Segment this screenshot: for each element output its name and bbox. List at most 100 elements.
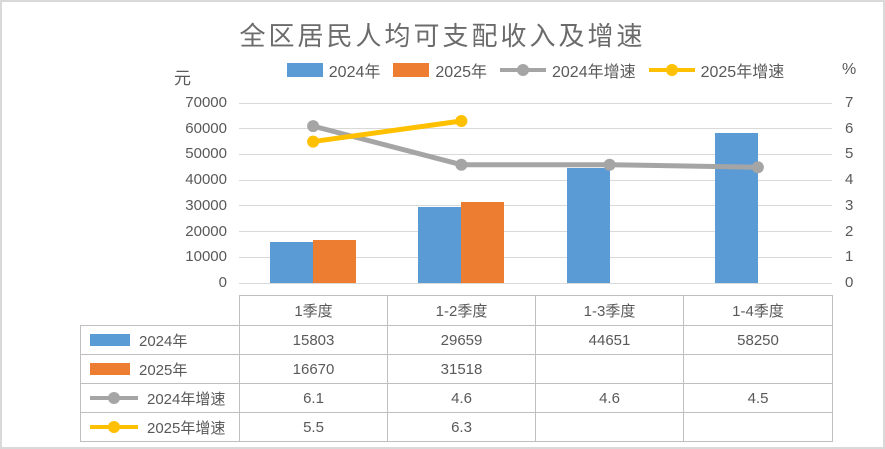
left-axis-tick: 40000	[185, 171, 227, 189]
left-axis-tick: 30000	[185, 196, 227, 214]
line-marker	[455, 115, 468, 127]
table-row-label: 2025年	[80, 354, 240, 384]
table-cell: 4.5	[683, 383, 833, 413]
legend-item-2024年: 2024年	[286, 58, 381, 82]
chart-data-table: 1季度 1-2季度 1-3季度 1-4季度 2024年 15803 29659 44651 58…	[80, 295, 833, 442]
left-axis-tick: 60000	[185, 119, 227, 137]
table-cell: 5.5	[239, 412, 388, 442]
table-row-label: 2024年增速	[80, 383, 240, 413]
bar-segment	[270, 242, 314, 283]
legend-item-2025年: 2025年	[393, 58, 487, 82]
table-row: 2024年 15803 29659 44651 58250	[80, 325, 833, 355]
table-header-cell: 1季度	[239, 295, 388, 326]
right-axis-tick: 2	[845, 222, 854, 240]
table-cell	[535, 412, 684, 442]
right-axis-tick: 0	[845, 274, 854, 291]
right-axis-tick: 6	[845, 119, 854, 137]
right-axis-unit-label: %	[842, 61, 857, 78]
gridline	[239, 282, 832, 284]
legend-line-key-2025年增速	[90, 420, 138, 434]
table-row-label-text: 2025年增速	[147, 419, 226, 437]
left-axis-tick: 10000	[185, 248, 227, 266]
table-header-cell: 1-2季度	[387, 295, 536, 326]
bar-segment	[461, 201, 505, 283]
legend-label: 2025年	[435, 64, 487, 81]
table-row-label-inner: 2024年	[82, 330, 239, 351]
table-cell: 4.6	[535, 383, 684, 413]
table-row-label-text: 2024年	[139, 332, 188, 350]
line-series	[312, 123, 758, 170]
line-marker	[307, 135, 320, 148]
gridline	[239, 231, 832, 233]
legend-item-2024年增速: 2024年增速	[500, 58, 636, 82]
line-marker	[603, 158, 616, 171]
table-row-label-inner: 2025年	[82, 359, 239, 380]
legend-item-2025年增速: 2025年增速	[648, 58, 785, 82]
table-row-label-inner: 2024年增速	[82, 388, 239, 409]
line-marker	[307, 120, 320, 133]
table-corner-cell	[81, 296, 240, 326]
line-marker	[751, 161, 764, 174]
table-row: 2025年 16670 31518	[80, 354, 833, 384]
table-row-label-text: 2025年	[139, 361, 188, 379]
gridline	[239, 256, 832, 258]
chart-legend: 2024年 2025年 2024年增速 2025年增速	[239, 58, 832, 82]
legend-label: 2024年增速	[552, 64, 636, 81]
right-axis-tick: 3	[845, 196, 854, 214]
table-row-label-text: 2024年增速	[147, 390, 226, 408]
right-axis-tick: 1	[845, 248, 854, 266]
plot-area	[239, 102, 832, 284]
left-axis-tick: 20000	[185, 222, 227, 240]
legend-swatch-2024年	[286, 63, 323, 77]
legend-line-key-2024年增速	[90, 391, 138, 405]
bar-segment	[313, 240, 357, 283]
gridline	[239, 179, 832, 181]
table-cell: 15803	[239, 325, 388, 355]
table-cell	[683, 412, 833, 442]
table-cell	[535, 354, 684, 384]
legend-swatch-2025年	[90, 363, 130, 375]
legend-line-key-2024年增速	[500, 63, 546, 77]
right-axis-tick: 7	[845, 94, 854, 111]
gridline	[239, 205, 832, 207]
table-cell: 31518	[387, 354, 536, 384]
line-series-layer	[307, 115, 764, 174]
legend-label: 2025年增速	[700, 64, 785, 81]
left-axis-tick: 50000	[185, 145, 227, 163]
bar-segment	[566, 168, 610, 283]
left-axis-tick: 0	[218, 274, 227, 291]
table-cell: 16670	[239, 354, 388, 384]
line-series	[312, 118, 462, 145]
table-row: 2024年增速 6.1 4.6 4.6 4.5	[80, 383, 833, 413]
table-cell: 4.6	[387, 383, 536, 413]
table-row-label-inner: 2025年增速	[82, 417, 239, 438]
left-axis-tick: 70000	[185, 94, 227, 111]
bar-segment	[418, 206, 462, 283]
table-cell	[683, 354, 833, 384]
table-cell: 29659	[387, 325, 536, 355]
table-row: 2025年增速 5.5 6.3	[80, 412, 833, 442]
legend-swatch-2024年	[90, 334, 130, 346]
bar-segment	[714, 133, 758, 283]
right-axis-tick: 5	[845, 145, 854, 163]
legend-marker-dot	[665, 64, 678, 76]
legend-line-key-2025年增速	[648, 63, 695, 77]
legend-marker-dot	[108, 421, 120, 433]
gridline	[239, 102, 832, 104]
gridline	[239, 153, 832, 155]
table-header-cell: 1-3季度	[535, 295, 684, 326]
gridline	[239, 128, 832, 130]
table-cell: 6.3	[387, 412, 536, 442]
table-cell: 6.1	[239, 383, 388, 413]
left-axis-unit-label: 元	[174, 69, 191, 88]
legend-swatch-2025年	[393, 63, 430, 77]
table-header-cell: 1-4季度	[683, 295, 833, 326]
table-cell: 58250	[683, 325, 833, 355]
line-marker	[455, 158, 468, 171]
right-axis-tick: 4	[845, 171, 854, 189]
chart-title: 全区居民人均可支配收入及增速	[239, 21, 646, 51]
legend-marker-dot	[517, 64, 529, 76]
table-header-row: 1季度 1-2季度 1-3季度 1-4季度	[81, 295, 833, 326]
legend-label: 2024年	[328, 64, 381, 81]
